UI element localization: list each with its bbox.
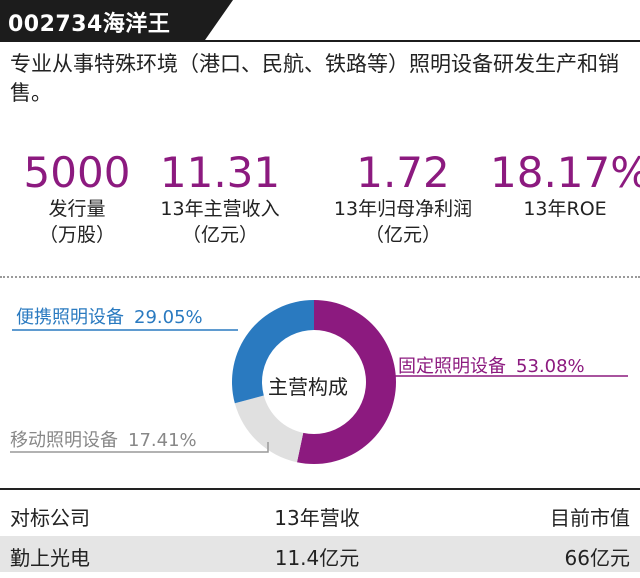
slice-value-mobile: 17.41% xyxy=(128,430,197,451)
slice-name-portable: 便携照明设备 xyxy=(16,307,124,328)
stat-revenue-label: 13年主营收入 xyxy=(160,198,280,220)
stat-revenue: 11.31 13年主营收入 （亿元） xyxy=(140,150,300,248)
slice-label-fixed: 固定照明设备 53.08% xyxy=(398,352,585,378)
leader-line-mobile xyxy=(10,442,269,453)
table-cell-company: 勤上光电 xyxy=(10,546,90,570)
stat-revenue-unit: （亿元） xyxy=(181,224,258,246)
slice-value-portable: 29.05% xyxy=(134,307,203,328)
leader-line-fixed xyxy=(387,375,628,378)
table-top-rule xyxy=(0,488,640,490)
table-row: 勤上光电 11.4亿元 66亿元 xyxy=(0,536,640,572)
table-header-company: 对标公司 xyxy=(10,506,90,530)
donut-slice-portable xyxy=(231,300,314,404)
stat-roe: 18.17% 13年ROE xyxy=(490,150,640,222)
donut-slice-mobile xyxy=(234,395,304,463)
donut-slice-fixed xyxy=(296,300,397,464)
slice-label-portable: 便携照明设备 29.05% xyxy=(16,303,203,329)
stat-net-profit-label: 13年归母净利润 xyxy=(333,198,473,220)
slice-name-fixed: 固定照明设备 xyxy=(398,356,506,377)
title-banner xyxy=(0,0,233,40)
stat-net-profit: 1.72 13年归母净利润 （亿元） xyxy=(318,150,488,248)
stat-shares-value: 5000 xyxy=(23,148,131,197)
stat-net-profit-value: 1.72 xyxy=(356,148,450,197)
stat-revenue-value: 11.31 xyxy=(159,148,281,197)
table-cell-revenue: 11.4亿元 xyxy=(274,546,360,570)
stat-roe-value: 18.17% xyxy=(490,148,640,197)
stat-shares: 5000 发行量 （万股） xyxy=(12,150,142,248)
stat-net-profit-unit: （亿元） xyxy=(364,224,441,246)
company-description: 专业从事特殊环境（港口、民航、铁路等）照明设备研发生产和销售。 xyxy=(10,52,619,105)
slice-name-mobile: 移动照明设备 xyxy=(10,430,118,451)
stat-roe-label: 13年ROE xyxy=(523,198,607,220)
slice-value-fixed: 53.08% xyxy=(516,356,585,377)
table-cell-market-cap: 66亿元 xyxy=(564,546,630,570)
page-title: 002734海洋王 xyxy=(8,12,171,37)
stat-shares-unit: （万股） xyxy=(38,224,115,246)
table-header-revenue: 13年营收 xyxy=(274,506,360,530)
table-header-row: 对标公司 13年营收 目前市值 xyxy=(0,496,640,532)
donut-center-title: 主营构成 xyxy=(268,375,348,399)
title-underline xyxy=(0,40,640,42)
section-divider xyxy=(0,276,640,278)
stat-shares-label: 发行量 xyxy=(48,198,106,220)
slice-label-mobile: 移动照明设备 17.41% xyxy=(10,426,197,452)
table-header-market-cap: 目前市值 xyxy=(550,506,630,530)
